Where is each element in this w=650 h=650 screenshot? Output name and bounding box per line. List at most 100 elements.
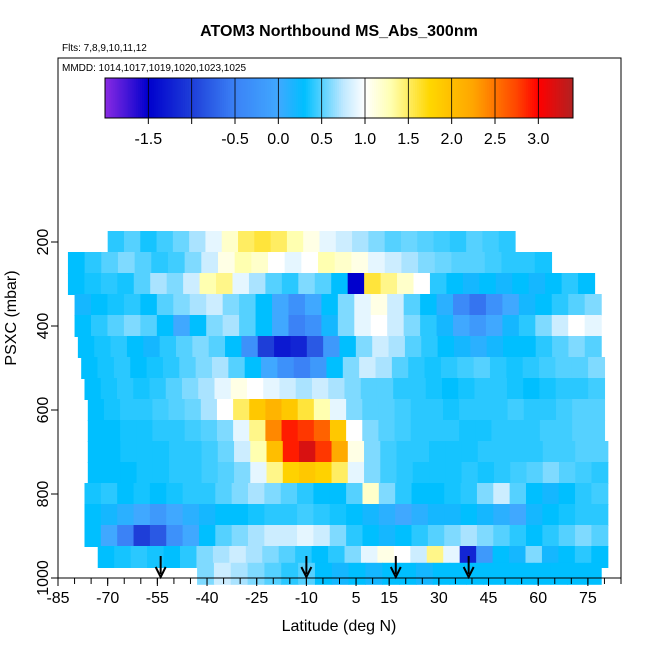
- heat-cell: [412, 441, 430, 463]
- colorbar-segment: [489, 78, 492, 118]
- colorbar-segment: [171, 78, 174, 118]
- heat-cell: [509, 483, 527, 505]
- heat-cell: [346, 525, 364, 547]
- y-tick-label: 400: [35, 313, 52, 340]
- heat-cell: [457, 357, 475, 379]
- colorbar-segment: [456, 78, 459, 118]
- heat-cell: [314, 273, 332, 295]
- colorbar-segment: [549, 78, 553, 118]
- heat-cell: [344, 378, 362, 400]
- colorbar-tick-label: 0.0: [267, 131, 289, 148]
- colorbar-segment: [132, 78, 135, 118]
- colorbar-segment: [569, 78, 572, 118]
- colorbar-segment: [255, 78, 258, 118]
- heat-cell: [584, 336, 602, 358]
- heat-cell: [460, 483, 478, 505]
- heat-cell: [198, 525, 216, 547]
- heat-cell: [453, 294, 471, 316]
- heat-cell: [408, 357, 426, 379]
- heat-cell: [97, 357, 115, 379]
- heat-cell: [482, 231, 500, 253]
- colorbar-segment: [457, 78, 461, 118]
- colorbar-segment: [303, 78, 307, 118]
- heat-cell: [311, 378, 329, 400]
- heat-cell: [401, 252, 419, 274]
- colorbar-segment: [206, 78, 209, 118]
- heat-cell: [444, 525, 462, 547]
- heat-cell: [297, 504, 315, 526]
- heat-cell: [378, 525, 396, 547]
- heat-cell: [442, 399, 460, 421]
- heat-cell: [225, 336, 242, 358]
- heat-cell: [442, 420, 460, 442]
- heat-cell: [518, 315, 536, 337]
- heat-cell: [264, 562, 282, 585]
- heat-cell: [167, 252, 186, 274]
- heat-cell: [313, 525, 331, 547]
- heat-cell: [490, 378, 508, 400]
- colorbar-segment: [210, 78, 213, 118]
- colorbar-segment: [223, 78, 227, 118]
- colorbar-segment: [147, 78, 151, 118]
- colorbar-segment: [130, 78, 133, 118]
- heat-cell: [216, 399, 234, 421]
- heat-cell: [173, 294, 191, 316]
- colorbar-segment: [420, 78, 424, 118]
- dates-subtitle: MMDD: 1014,1017,1019,1020,1023,1025: [62, 63, 246, 74]
- heat-cell: [397, 273, 415, 295]
- colorbar-segment: [138, 78, 141, 118]
- colorbar-segment: [298, 78, 301, 118]
- heat-cell: [494, 441, 511, 463]
- colorbar-segment: [530, 78, 533, 118]
- heat-cell: [279, 378, 297, 400]
- heat-cell: [281, 273, 299, 295]
- flight-marker-arrow: [389, 556, 402, 580]
- heat-cell: [420, 294, 438, 316]
- colorbar-segment: [167, 78, 170, 118]
- heat-cell: [493, 525, 511, 547]
- heat-cell: [584, 294, 602, 316]
- colorbar-segment: [105, 78, 108, 118]
- heat-cell: [248, 483, 265, 505]
- heat-cell: [578, 273, 596, 295]
- heat-cell: [479, 273, 497, 295]
- heat-cell: [339, 336, 357, 358]
- heat-cell: [254, 231, 272, 253]
- heat-cell: [384, 231, 402, 253]
- colorbar-segment: [442, 78, 445, 118]
- colorbar-segment: [245, 78, 248, 118]
- heat-cell: [245, 546, 263, 568]
- colorbar-segment: [194, 78, 198, 118]
- heat-cell: [183, 273, 201, 295]
- heat-cell: [140, 231, 158, 253]
- colorbar-segment: [339, 78, 342, 118]
- colorbar-segment: [383, 78, 387, 118]
- colorbar-tick-label: 1.0: [354, 131, 376, 148]
- heat-cell: [169, 441, 186, 463]
- heat-cell: [518, 252, 536, 274]
- colorbar-segment: [413, 78, 416, 118]
- heat-cell: [485, 294, 503, 316]
- heat-cell: [189, 294, 207, 316]
- heat-cell: [384, 252, 402, 274]
- colorbar-segment: [337, 78, 340, 118]
- heat-cell: [246, 378, 264, 400]
- heat-cell: [321, 315, 339, 337]
- heat-cell: [217, 441, 235, 463]
- x-tick-label: -70: [96, 590, 119, 607]
- heat-cell: [255, 315, 273, 337]
- heat-cell: [87, 462, 105, 484]
- heat-cell: [313, 504, 331, 526]
- colorbar-segment: [364, 78, 367, 118]
- y-tick-label: 1000: [35, 560, 52, 596]
- heat-cell: [460, 504, 478, 526]
- colorbar-segment: [200, 78, 203, 118]
- heat-cell: [163, 546, 181, 568]
- colorbar-segment: [344, 78, 348, 118]
- colorbar-segment: [315, 78, 319, 118]
- colorbar-segment: [508, 78, 512, 118]
- y-tick-label: 600: [35, 397, 52, 424]
- colorbar-segment: [204, 78, 207, 118]
- heat-cell: [396, 462, 414, 484]
- colorbar-segment: [114, 78, 118, 118]
